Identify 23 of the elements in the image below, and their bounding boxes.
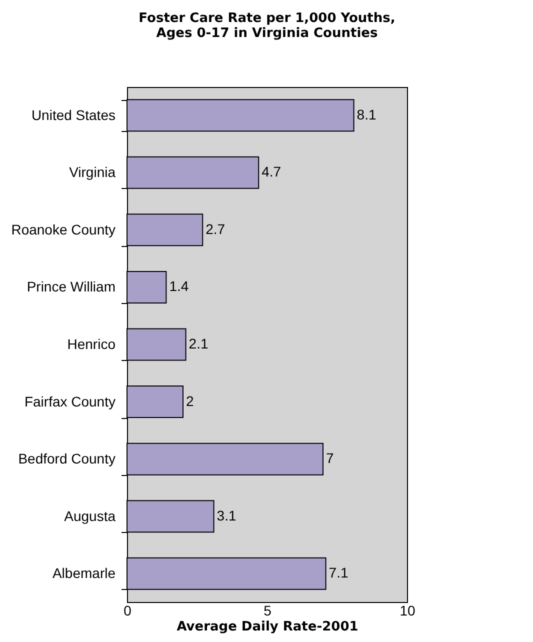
data-label: 7.1 [328,564,348,581]
y-tick-label: Augusta [64,508,116,524]
x-tick-label: 10 [400,602,416,618]
x-axis-title: Average Daily Rate-2001 [176,620,358,634]
y-tick-label: United States [31,106,116,123]
data-label: 8.1 [356,106,376,122]
y-tick-label: Roanoke County [11,221,116,238]
y-tick-label: Bedford County [18,450,116,467]
data-label: 4.7 [262,164,282,180]
y-tick-label: Henrico [67,336,116,352]
y-tick-label: Prince William [26,278,116,295]
data-label: 7 [326,450,334,466]
chart-title: Foster Care Rate per 1,000 Youths, Ages 0-17 in Virginia Counties [138,11,396,41]
x-tick-label: 5 [264,602,272,618]
x-tick-label: 0 [124,602,132,618]
data-label: 2.7 [206,220,226,237]
y-tick-label: Fairfax County [24,393,116,410]
y-tick-label: Virginia [69,164,116,180]
y-tick-label: Albemarle [52,565,116,582]
data-label: 2.1 [188,336,208,352]
data-label: 3.1 [216,507,236,524]
data-label: 2 [186,392,194,409]
data-label: 1.4 [169,278,189,294]
